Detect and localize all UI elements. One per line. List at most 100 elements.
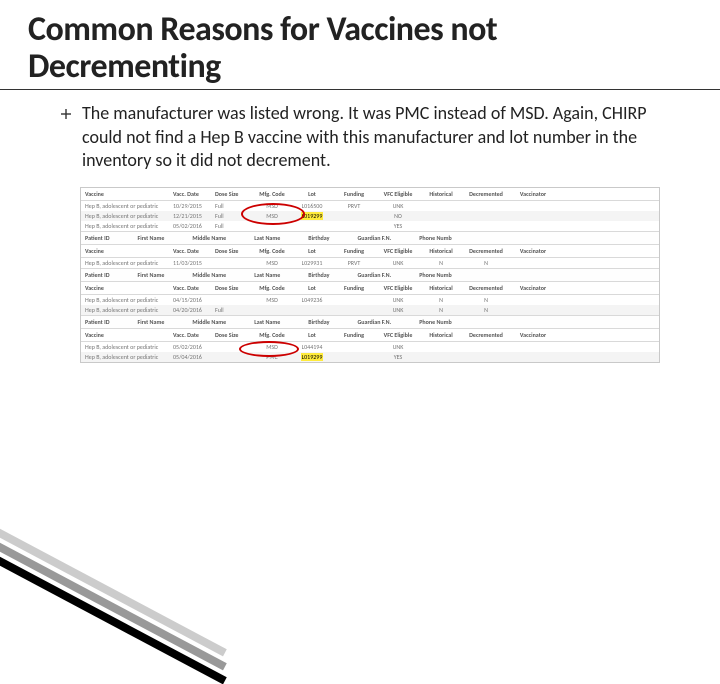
cell-fund [333,306,375,314]
cell-vfc: YES [375,353,421,361]
cell-mfg: MSD [253,259,291,267]
patient-header: First Name [138,234,165,242]
cell-vfc: UNK [375,202,421,210]
cell-vtor [511,222,555,230]
column-header: Vaccinator [511,190,555,198]
column-header: Dose Size [215,247,253,255]
cell-vtor [511,202,555,210]
patient-header: First Name [138,318,165,326]
cell-date: 04/15/2016 [173,296,215,304]
table-section: Hep B, adolescent or pediatric05/02/2016… [81,342,659,362]
cell-mfg: PMC [253,353,291,361]
column-header: VFC Eligible [375,284,421,292]
cell-hist [421,343,461,351]
patient-header: Phone Numb [419,318,452,326]
cell-vaccine: Hep B, adolescent or pediatric [85,296,173,304]
column-header: Decremented [461,284,511,292]
cell-vtor [511,343,555,351]
cell-hist [421,212,461,220]
bullet-text: The manufacturer was listed wrong. It wa… [82,102,680,172]
cell-dose: Full [215,222,253,230]
column-header: Vaccinator [511,284,555,292]
cell-date: 04/20/2016 [173,306,215,314]
cell-date: 11/03/2015 [173,259,215,267]
cell-vtor [511,296,555,304]
cell-dose: Full [215,306,253,314]
cell-lot [291,306,333,314]
cell-fund [333,353,375,361]
bullet-icon [60,108,72,120]
column-header: Mfg. Code [253,190,291,198]
patient-band: Patient IDFirst NameMiddle NameLast Name… [81,268,659,282]
patient-header: Phone Numb [419,271,452,279]
column-header: Decremented [461,331,511,339]
cell-vfc: NO [375,212,421,220]
patient-header: Birthday [308,318,329,326]
column-header: Decremented [461,190,511,198]
table-row: Hep B, adolescent or pediatric04/20/2016… [81,305,659,315]
column-header: Historical [421,190,461,198]
table-header: VaccineVacc. DateDose SizeMfg. CodeLotFu… [81,245,659,258]
cell-mfg: MSD [253,202,291,210]
table-row: Hep B, adolescent or pediatric12/21/2015… [81,211,659,221]
cell-vaccine: Hep B, adolescent or pediatric [85,212,173,220]
cell-lot: L019299 [291,353,333,361]
cell-vaccine: Hep B, adolescent or pediatric [85,343,173,351]
cell-fund: PRVT [333,202,375,210]
column-header: VFC Eligible [375,331,421,339]
cell-vaccine: Hep B, adolescent or pediatric [85,259,173,267]
column-header: Vaccinator [511,331,555,339]
patient-header: Middle Name [192,234,226,242]
patient-band: Patient IDFirst NameMiddle NameLast Name… [81,231,659,245]
table-section: Hep B, adolescent or pediatric10/29/2015… [81,201,659,231]
cell-vaccine: Hep B, adolescent or pediatric [85,222,173,230]
table-row: Hep B, adolescent or pediatric05/02/2016… [81,342,659,352]
cell-mfg [253,306,291,314]
patient-header: Birthday [308,234,329,242]
cell-hist [421,353,461,361]
column-header: Funding [333,190,375,198]
body: The manufacturer was listed wrong. It wa… [0,102,720,172]
cell-fund [333,212,375,220]
cell-hist: N [421,296,461,304]
cell-vfc: UNK [375,306,421,314]
cell-vtor [511,306,555,314]
patient-header: Patient ID [85,271,110,279]
cell-dec [461,343,511,351]
cell-fund [333,222,375,230]
cell-vfc: UNK [375,343,421,351]
cell-lot: L019299 [291,212,333,220]
patient-header: Guardian F.N. [357,234,391,242]
column-header: Lot [291,284,333,292]
cell-dose: Full [215,202,253,210]
cell-vtor [511,212,555,220]
table-row: Hep B, adolescent or pediatric05/02/2016… [81,221,659,231]
cell-lot: L044194 [291,343,333,351]
column-header: Funding [333,247,375,255]
column-header: Vaccine [85,284,173,292]
column-header: Mfg. Code [253,247,291,255]
cell-dose [215,259,253,267]
cell-lot: L029931 [291,259,333,267]
corner-decor [0,420,220,580]
slide-title: Common Reasons for Vaccines not Decremen… [0,0,720,90]
column-header: Dose Size [215,190,253,198]
column-header: Vaccinator [511,247,555,255]
cell-hist: N [421,259,461,267]
column-header: Lot [291,247,333,255]
cell-mfg [253,222,291,230]
column-header: VFC Eligible [375,190,421,198]
table-section: Hep B, adolescent or pediatric11/03/2015… [81,258,659,268]
cell-date: 10/29/2015 [173,202,215,210]
column-header: Mfg. Code [253,284,291,292]
patient-header: Last Name [254,318,280,326]
cell-fund [333,343,375,351]
cell-vaccine: Hep B, adolescent or pediatric [85,202,173,210]
cell-hist: N [421,306,461,314]
patient-header: Last Name [254,271,280,279]
table-row: Hep B, adolescent or pediatric11/03/2015… [81,258,659,268]
cell-dec [461,222,511,230]
table-header: VaccineVacc. DateDose SizeMfg. CodeLotFu… [81,282,659,295]
table-section: Hep B, adolescent or pediatric04/15/2016… [81,295,659,315]
cell-vaccine: Hep B, adolescent or pediatric [85,353,173,361]
